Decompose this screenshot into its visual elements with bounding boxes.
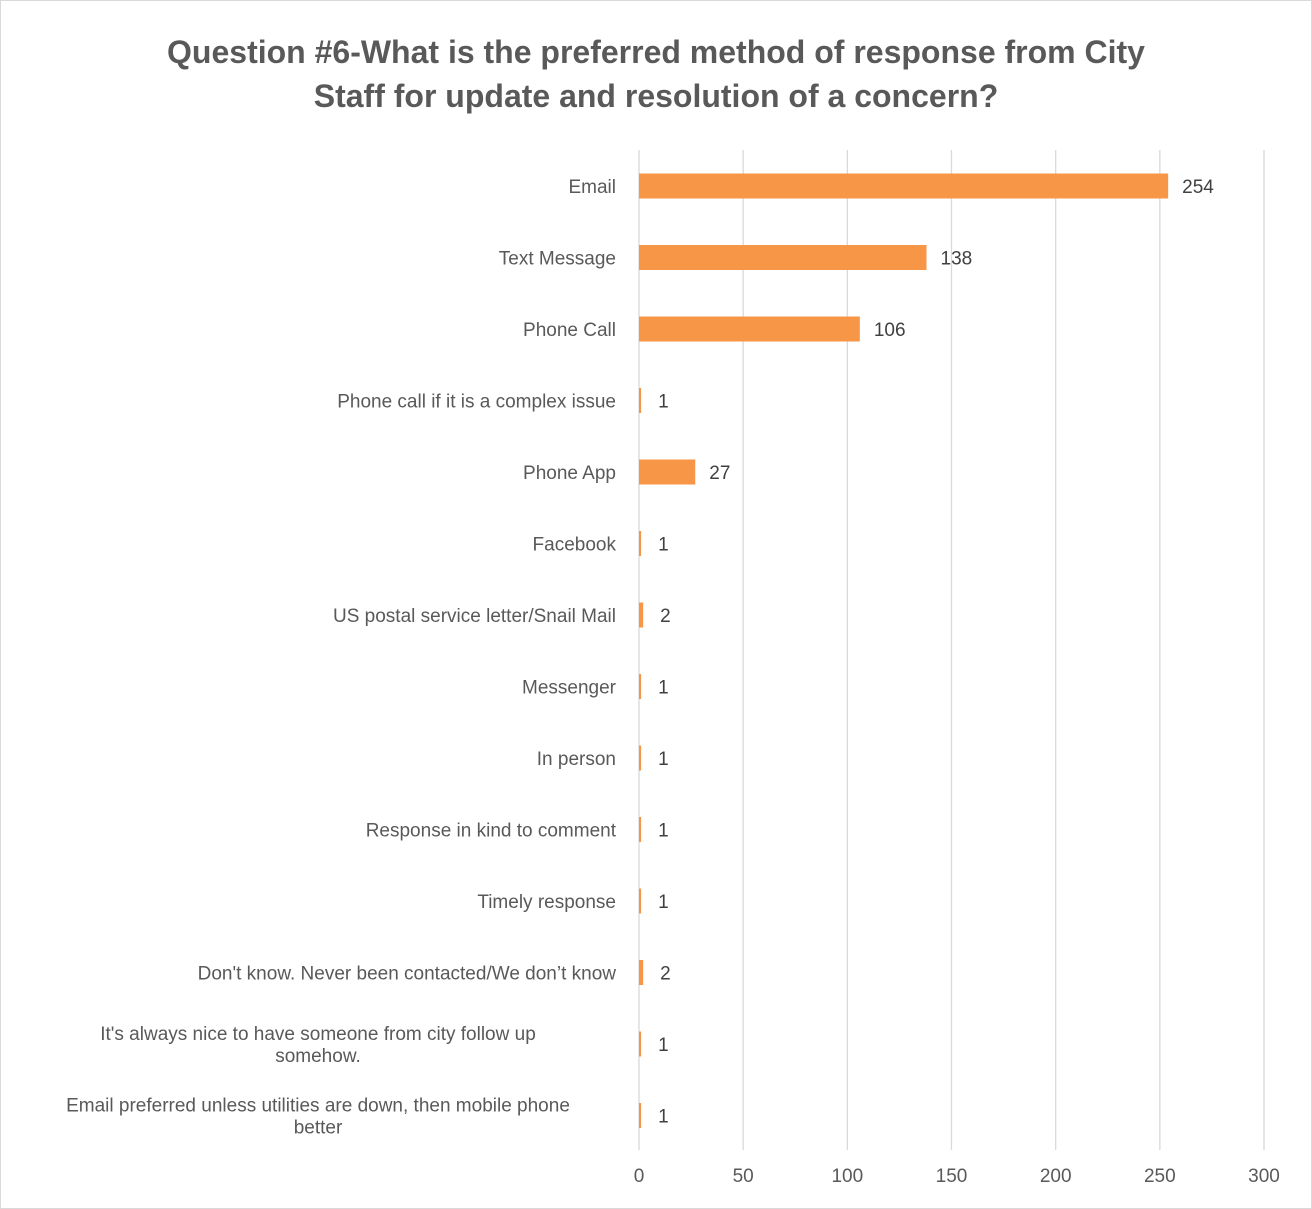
gridlines [638, 150, 1265, 1150]
category-label: Phone App [523, 463, 616, 484]
bar [639, 245, 927, 270]
category-label: It's always nice to have someone from ci… [100, 1024, 536, 1045]
category-label: Phone call if it is a complex issue [337, 392, 616, 413]
data-label: 254 [1182, 177, 1214, 198]
x-tick-label: 50 [733, 1166, 754, 1187]
data-label: 1 [658, 1107, 669, 1128]
category-label: Text Message [499, 249, 616, 270]
bars [639, 173, 1169, 1128]
bar [639, 1031, 642, 1057]
chart-title-line-2: Staff for update and resolution of a con… [313, 78, 999, 114]
bar [639, 388, 642, 413]
category-label: Phone Call [523, 320, 616, 341]
category-label: better [294, 1118, 343, 1139]
bar [639, 459, 696, 485]
data-label: 1 [658, 821, 669, 842]
x-tick-label: 150 [936, 1166, 968, 1187]
category-label: Timely response [477, 892, 616, 913]
category-label: Email [568, 177, 616, 198]
x-tick-label: 300 [1248, 1166, 1280, 1187]
bar [639, 674, 642, 699]
category-label: Messenger [522, 678, 617, 699]
data-label: 138 [941, 249, 973, 270]
data-label: 106 [874, 320, 906, 341]
data-label: 1 [658, 678, 669, 699]
category-label: Facebook [533, 535, 617, 556]
category-label: Don't know. Never been contacted/We don’… [198, 964, 617, 985]
data-label: 1 [658, 1035, 669, 1056]
bar [639, 745, 642, 771]
category-label: US postal service letter/Snail Mail [333, 606, 616, 627]
data-label: 27 [709, 463, 730, 484]
bar [639, 960, 644, 985]
bar [639, 1103, 642, 1128]
data-label: 1 [658, 535, 669, 556]
data-label: 1 [658, 892, 669, 913]
bar [639, 817, 642, 842]
data-label: 1 [658, 749, 669, 770]
x-tick-label: 250 [1144, 1166, 1176, 1187]
bar [639, 316, 860, 342]
x-tick-label: 200 [1040, 1166, 1072, 1187]
data-label: 1 [658, 392, 669, 413]
chart-title-line-1: Question #6-What is the preferred method… [167, 34, 1145, 70]
category-label: somehow. [275, 1046, 361, 1067]
x-axis-tick-labels: 0 50 100 150 200 250 300 [634, 1166, 1280, 1187]
category-label: Response in kind to comment [366, 821, 617, 842]
data-labels: 254 138 106 1 27 1 2 1 1 1 1 2 1 1 [658, 177, 1214, 1128]
data-label: 2 [660, 606, 671, 627]
bar [639, 173, 1169, 199]
x-tick-label: 0 [634, 1166, 645, 1187]
chart-title: Question #6-What is the preferred method… [0, 30, 1312, 118]
category-labels: Email Text Message Phone Call Phone call if… [66, 177, 617, 1139]
bar [639, 531, 642, 556]
bar [639, 888, 642, 914]
bar [639, 602, 644, 628]
data-label: 2 [660, 964, 671, 985]
category-label: Email preferred unless utilities are dow… [66, 1096, 570, 1117]
category-label: In person [537, 749, 616, 770]
x-tick-label: 100 [831, 1166, 863, 1187]
